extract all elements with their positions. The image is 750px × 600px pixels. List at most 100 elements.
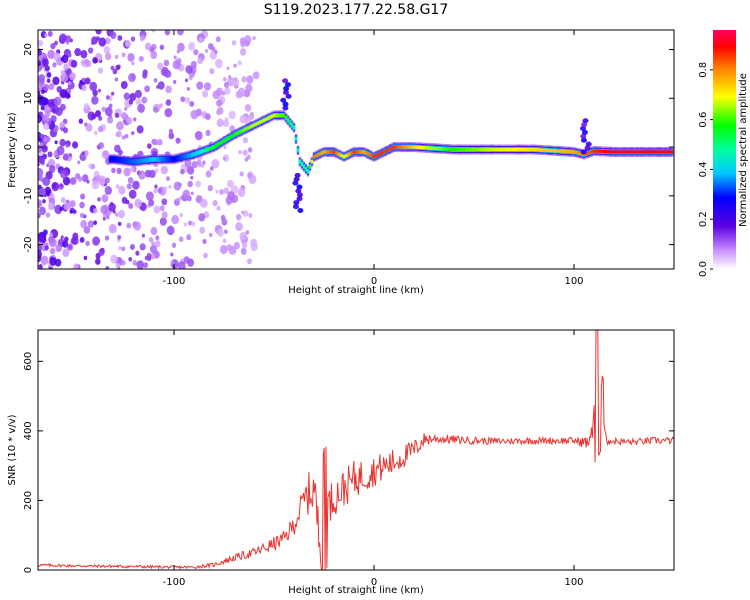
noise-speckle [164,69,172,79]
ridge-cell [322,150,326,154]
noise-speckle [60,197,66,203]
noise-speckle [151,241,155,246]
noise-speckle [69,209,73,214]
ridge-cell [476,147,480,152]
ridge-cell [434,146,438,151]
ridge-cell [558,149,562,153]
noise-speckle [237,187,246,198]
ridge-cell [414,145,418,149]
ridge-cell [536,148,540,152]
ridge-cell [554,149,558,153]
noise-speckle [165,99,172,106]
noise-speckle [102,150,109,158]
noise-speckle [130,36,136,42]
noise-speckle [222,238,227,244]
ridge-cell [500,147,504,152]
noise-speckle [223,229,228,234]
burst-cell [294,172,301,178]
colorbar-label: Normalized spectral amplitude [738,73,749,227]
ridge-cell [404,145,408,149]
noise-speckle [83,102,90,110]
noise-speckle [118,209,126,219]
noise-speckle [129,166,135,172]
ridge-cell [448,147,452,151]
noise-speckle [153,188,158,194]
ridge-cell [300,162,304,166]
ridge-cell [516,147,520,152]
noise-speckle [228,74,232,79]
noise-speckle [54,204,63,215]
burst-cell [282,101,289,107]
noise-speckle [38,234,45,243]
noise-speckle [244,157,249,162]
noise-speckle [87,111,96,121]
noise-speckle [80,60,85,66]
noise-speckle [246,75,254,84]
noise-speckle [114,112,120,118]
ridge-cell [112,157,116,161]
burst-cell [580,149,587,155]
noise-speckle [91,165,96,169]
ridge-cell [638,150,642,154]
ridge-cell [450,147,454,151]
ridge-cell [604,149,608,154]
ridge-cell [374,154,378,158]
noise-speckle [191,160,198,169]
noise-speckle [92,236,101,246]
noise-speckle [81,151,85,155]
ridge-cell [454,147,458,152]
ridge-cell [506,147,510,152]
noise-speckle [128,203,134,209]
noise-speckle [49,238,57,248]
ridge-cell [114,157,118,162]
noise-speckle [123,92,130,101]
spectrogram-xtick-label: -100 [163,276,186,287]
noise-speckle [38,39,43,47]
noise-speckle [44,186,52,195]
noise-speckle [187,258,195,267]
noise-speckle [191,221,196,227]
burst-cell [285,93,292,99]
snr-ytick-label: 200 [23,491,34,510]
ridge-cell [316,153,320,157]
noise-speckle [212,200,218,207]
ridge-cell [564,149,568,154]
noise-speckle [252,71,260,80]
noise-speckle [43,115,50,123]
noise-speckle [178,236,184,243]
ridge-cell [352,150,356,154]
ridge-cell [200,149,204,154]
ridge-cell [626,150,630,154]
ridge-cell [396,145,400,149]
noise-speckle [63,236,69,243]
ridge-cell [586,151,590,155]
ridge-cell [254,122,258,126]
noise-speckle [62,240,69,248]
ridge-cell [546,148,550,152]
burst-cell [293,200,300,206]
noise-speckle [79,212,85,218]
ridge-cell [142,158,146,163]
ridge-cell [234,132,238,136]
ridge-cell [460,147,464,152]
noise-speckle [245,230,250,235]
noise-speckle [197,57,203,65]
ridge-cell [488,147,492,152]
noise-speckle [121,246,126,252]
ridge-cell [370,154,374,158]
noise-speckle [123,167,131,177]
noise-speckle [244,40,250,47]
noise-speckle [88,163,93,169]
snr-xtick-label: -100 [163,577,186,588]
noise-speckle [134,198,142,208]
ridge-cell [518,147,522,152]
noise-speckle [128,189,137,199]
noise-speckle [148,237,154,243]
noise-speckle [38,86,43,92]
ridge-cell [218,141,222,146]
ridge-cell [144,158,148,162]
ridge-cell [158,157,162,161]
noise-speckle [159,103,163,108]
noise-speckle [98,142,105,149]
